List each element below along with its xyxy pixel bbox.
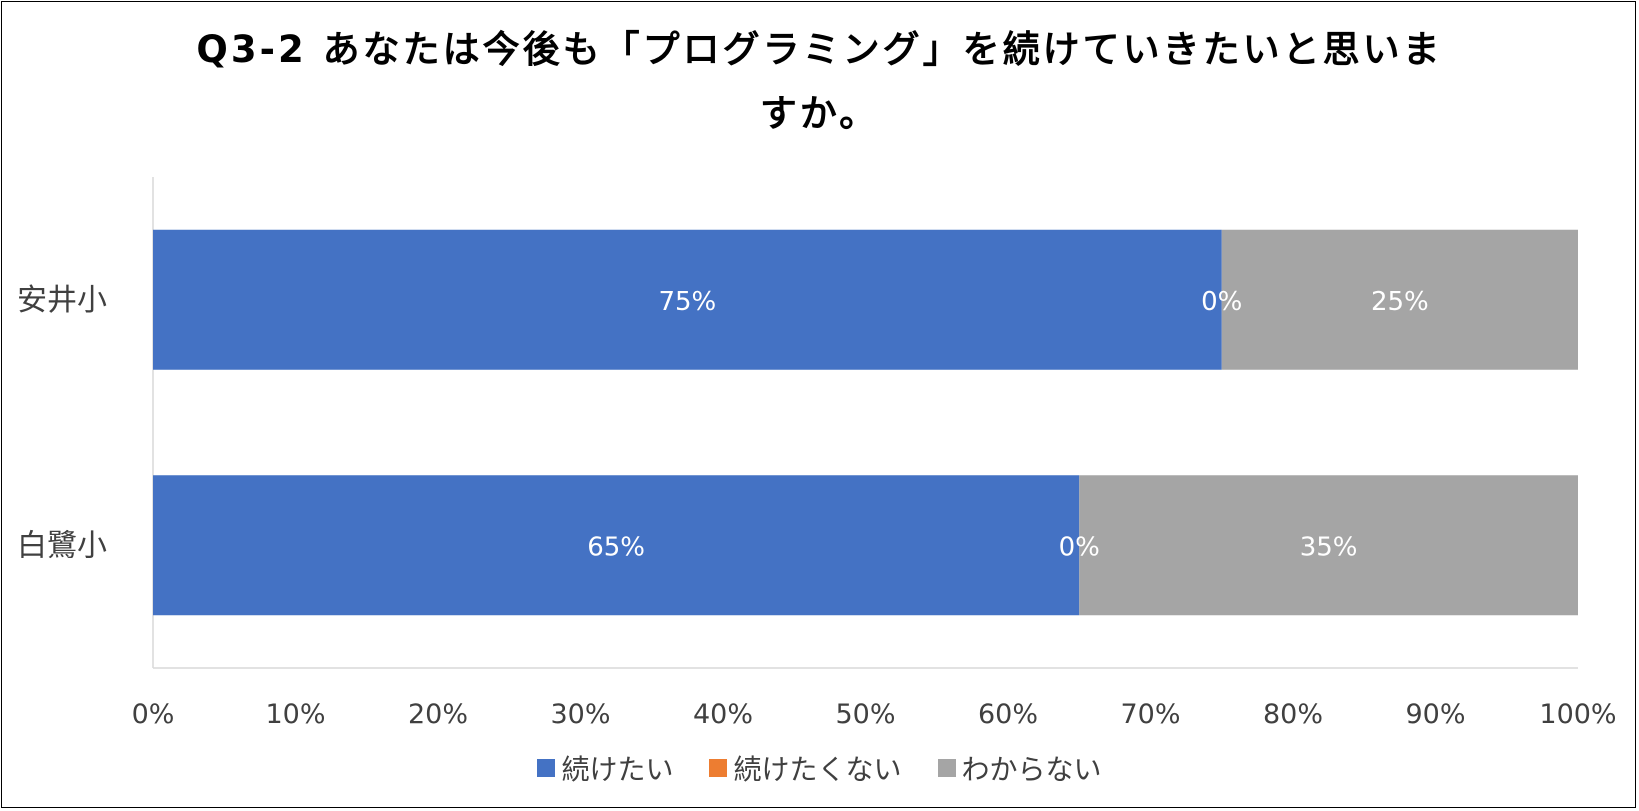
x-tick-label-10: 90% — [1405, 699, 1465, 730]
bar-2-1 — [153, 475, 1080, 616]
x-tick-label-6: 50% — [835, 699, 895, 730]
x-tick-label-11: 100% — [1539, 699, 1616, 730]
data-label-1-2: 0% — [1201, 287, 1242, 317]
x-tick-label-9: 80% — [1263, 699, 1323, 730]
legend-item-1: 続けたい — [537, 748, 673, 788]
chart-tick-labels: 0% 10% 20% 30% 40% 50% 60% 70% 80% 90% 100% — [132, 699, 1617, 730]
legend-item-2: 続けたくない — [709, 748, 902, 788]
x-tick-label-7: 60% — [978, 699, 1038, 730]
legend-label-3: わからない — [961, 753, 1102, 786]
data-label-2-3: 35% — [1300, 532, 1358, 562]
bar-1-1 — [153, 229, 1222, 370]
x-tick-label-4: 30% — [550, 699, 610, 730]
x-tick-label-8: 70% — [1120, 699, 1180, 730]
legend-label-2: 続けたくない — [733, 753, 902, 786]
legend-swatch-3 — [937, 759, 956, 777]
chart-bars — [153, 229, 1578, 616]
legend-swatch-2 — [709, 759, 728, 777]
legend-label-1: 続けたい — [561, 753, 674, 786]
chart-title-line-2: すか。 — [759, 92, 880, 135]
chart-title: Q3-2 あなたは今後も「プログラミング」を続けていきたいと思いま すか。 — [0, 18, 1639, 146]
data-label-2-1: 65% — [587, 532, 645, 562]
chart-data-labels: 75% 0% 25% 65% 0% 35% — [587, 287, 1429, 563]
x-tick-label-1: 0% — [132, 699, 175, 730]
x-tick-label-3: 20% — [408, 699, 468, 730]
chart-legend: 続けたい 続けたくない わからない — [0, 748, 1639, 788]
x-tick-label-5: 40% — [693, 699, 753, 730]
data-label-2-2: 0% — [1059, 532, 1100, 562]
data-label-1-1: 75% — [658, 287, 716, 317]
legend-swatch-1 — [537, 759, 556, 777]
bar-2-3 — [1079, 475, 1578, 616]
category-label-2: 白鷺小 — [17, 528, 107, 563]
legend-item-3: わからない — [937, 748, 1102, 788]
bar-1-3 — [1221, 229, 1578, 370]
x-tick-label-2: 10% — [265, 699, 325, 730]
chart-title-line-1: Q3-2 あなたは今後も「プログラミング」を続けていきたいと思いま — [196, 28, 1443, 71]
data-label-1-3: 25% — [1371, 287, 1429, 317]
category-label-1: 安井小 — [17, 283, 107, 318]
